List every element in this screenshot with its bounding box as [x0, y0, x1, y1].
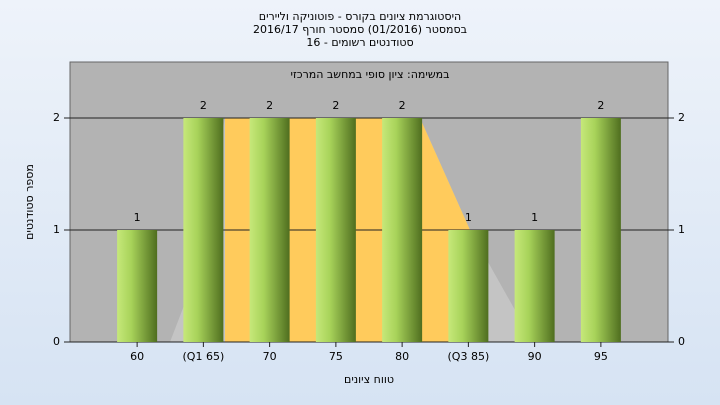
y-axis-label: מספר סטודנטים	[23, 164, 36, 240]
x-tick-label: 95	[594, 350, 608, 363]
chart-subtitle: סטודנטים רשומים - 16	[306, 36, 413, 49]
chart-title: היסטוגרמת ציונים בקורס - פוטוניקה וליירי…	[259, 10, 461, 23]
x-tick-label: (Q1 65)	[183, 350, 225, 363]
value-label: 2	[597, 99, 604, 112]
y-tick-label: 2	[53, 111, 60, 124]
value-label: 1	[531, 211, 538, 224]
chart-subtitle: בסמסטר (01/2016) סמסטר חורף 2016/17	[253, 23, 467, 36]
value-label: 2	[200, 99, 207, 112]
y-tick-label: 1	[53, 223, 60, 236]
x-tick-label: 60	[130, 350, 144, 363]
y-tick-label: 1	[678, 223, 685, 236]
bar	[580, 118, 621, 342]
x-tick-label: 90	[528, 350, 542, 363]
y-tick-label: 0	[53, 335, 60, 348]
bar	[315, 118, 356, 342]
annotation: במשימה: ציון סופי במחשב המרכזי	[290, 68, 449, 81]
y-tick-label: 0	[678, 335, 685, 348]
value-label: 1	[465, 211, 472, 224]
x-axis-label: טווח ציונים	[344, 373, 394, 386]
value-label: 2	[332, 99, 339, 112]
x-tick-label: 70	[263, 350, 277, 363]
x-tick-label: (Q3 85)	[448, 350, 490, 363]
value-label: 2	[399, 99, 406, 112]
bar	[382, 118, 423, 342]
x-tick-label: 80	[395, 350, 409, 363]
value-label: 1	[134, 211, 141, 224]
bar	[117, 230, 158, 342]
value-label: 2	[266, 99, 273, 112]
bar	[514, 230, 555, 342]
bar	[448, 230, 489, 342]
y-tick-label: 2	[678, 111, 685, 124]
x-tick-label: 75	[329, 350, 343, 363]
bar	[249, 118, 290, 342]
bar	[183, 118, 224, 342]
